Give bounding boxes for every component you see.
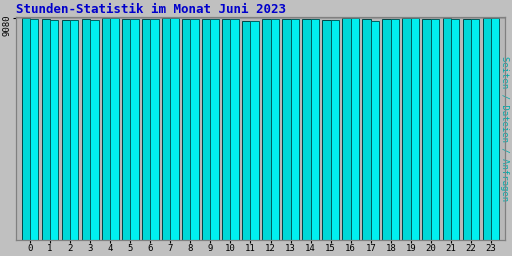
Bar: [362, 19, 371, 240]
Bar: [122, 19, 130, 240]
Bar: [483, 18, 491, 240]
Bar: [262, 19, 270, 240]
Bar: [462, 19, 471, 240]
Bar: [250, 21, 259, 240]
Bar: [230, 19, 239, 240]
Bar: [182, 19, 190, 240]
Bar: [302, 19, 311, 240]
Bar: [282, 19, 291, 240]
Bar: [371, 20, 379, 240]
Bar: [391, 19, 399, 240]
Bar: [22, 18, 30, 240]
Bar: [110, 18, 119, 240]
Bar: [130, 19, 139, 240]
Bar: [190, 19, 199, 240]
Bar: [41, 19, 50, 240]
Bar: [491, 18, 499, 240]
Bar: [30, 19, 38, 240]
Text: Stunden-Statistik im Monat Juni 2023: Stunden-Statistik im Monat Juni 2023: [16, 3, 286, 16]
Bar: [142, 19, 150, 240]
Bar: [102, 18, 110, 240]
Bar: [322, 19, 331, 240]
Bar: [311, 19, 319, 240]
Bar: [82, 19, 90, 240]
Bar: [210, 19, 219, 240]
Bar: [382, 19, 391, 240]
Bar: [351, 18, 359, 240]
Bar: [331, 20, 339, 240]
Bar: [150, 19, 159, 240]
Bar: [343, 18, 351, 240]
Bar: [242, 21, 250, 240]
Y-axis label: Seiten / Dateien / Anfragen: Seiten / Dateien / Anfragen: [500, 56, 509, 201]
Bar: [291, 19, 299, 240]
Bar: [202, 19, 210, 240]
Bar: [451, 18, 459, 240]
Bar: [70, 20, 78, 240]
Bar: [170, 18, 179, 240]
Bar: [431, 19, 439, 240]
Bar: [270, 19, 279, 240]
Bar: [162, 18, 170, 240]
Bar: [442, 18, 451, 240]
Bar: [61, 20, 70, 240]
Bar: [90, 20, 98, 240]
Bar: [471, 19, 479, 240]
Bar: [222, 19, 230, 240]
Bar: [422, 18, 431, 240]
Bar: [50, 19, 58, 240]
Bar: [402, 18, 411, 240]
Bar: [411, 18, 419, 240]
